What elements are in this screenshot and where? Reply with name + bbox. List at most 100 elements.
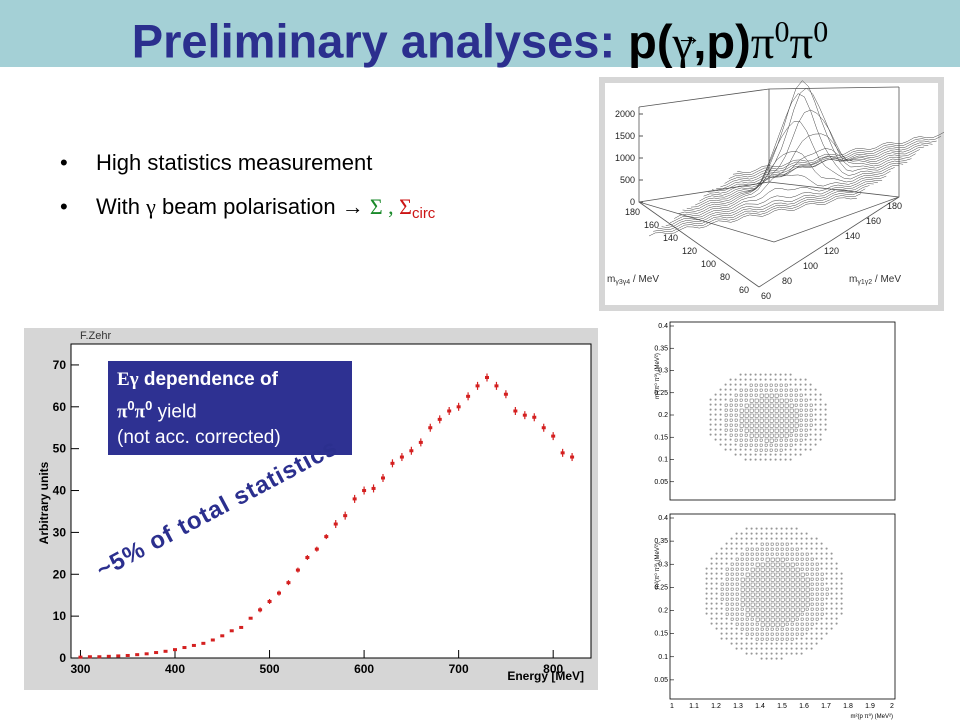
lego-row (690, 93, 899, 208)
lego-z-tick-label: 2000 (615, 109, 635, 119)
bullet-text: With γ beam polarisation → Σ , Σcirc (96, 192, 435, 229)
lego-row (716, 146, 925, 190)
lego-z-tick-label: 1500 (615, 131, 635, 141)
data-point (78, 655, 83, 659)
dalitz-y-tick-label: 0.3 (658, 368, 668, 375)
lego-x-tick-label: 60 (761, 291, 771, 301)
lego-y-label: mγ3γ4 / MeV (607, 274, 659, 286)
y-tick-label: 70 (53, 358, 67, 372)
data-point (475, 381, 480, 390)
dalitz-x-tick-label: 1.3 (733, 703, 743, 710)
x-tick-label: 700 (449, 662, 469, 676)
x-tick-label: 600 (354, 662, 374, 676)
y-tick-label: 10 (53, 609, 67, 623)
lego-surface (648, 80, 946, 237)
lego-y-tick-label: 160 (644, 220, 659, 230)
data-point (314, 546, 319, 552)
lego-z-ticks: 0 500 1000 1500 2000 (615, 109, 643, 207)
lego-y-tick-label: 100 (701, 259, 716, 269)
dalitz-bottom-x-ticks: 1 1.1 1.2 1.3 1.4 1.5 1.6 1.7 1.8 1.9 2 (670, 703, 894, 710)
lego-row (674, 179, 883, 219)
data-point (352, 494, 357, 503)
data-point (532, 413, 537, 422)
data-point (154, 651, 159, 655)
lego-row (720, 144, 929, 188)
dalitz-y-tick-label: 0.25 (654, 584, 668, 591)
data-points (78, 373, 575, 659)
dalitz-top-y-ticks: 0.4 0.35 0.3 0.25 0.2 0.15 0.1 0.05 (654, 323, 674, 486)
lego-row (695, 80, 904, 206)
dalitz-x-tick-label: 1.2 (711, 703, 721, 710)
dalitz-y-tick-label: 0.2 (658, 412, 668, 419)
data-point (381, 473, 385, 482)
data-point (390, 459, 395, 468)
bullet-text: High statistics measurement (96, 150, 373, 175)
lego-row (657, 188, 866, 230)
dalitz-x-tick-label: 1 (670, 703, 674, 710)
data-point (494, 381, 499, 390)
slide-title: Preliminary analyses: p(γ → ,p)π0π0 (0, 4, 960, 71)
data-point (428, 423, 433, 432)
data-point (409, 446, 414, 455)
dalitz-plots: 0.4 0.35 0.3 0.25 0.2 0.15 0.1 0.05 m²(π⁰ π⁰) (… (654, 321, 896, 720)
bullet-dot: • (60, 194, 68, 219)
data-point (191, 643, 196, 647)
pion-symbol-1: π (750, 16, 775, 69)
reaction-mid: ,p) (693, 14, 751, 68)
pion-charge-2: 0 (813, 15, 829, 48)
data-point (220, 634, 225, 638)
lego-z-tick-label: 1000 (615, 153, 635, 163)
dalitz-x-tick-label: 1.4 (755, 703, 765, 710)
data-point (447, 406, 452, 415)
sigma-circ-subscript: circ (411, 205, 436, 222)
data-point (163, 649, 168, 653)
bullet-dot: • (60, 150, 68, 175)
x-tick-label: 800 (543, 662, 563, 676)
lego-y-tick-label: 60 (739, 285, 749, 295)
annotation-line-3: (not acc. corrected) (117, 427, 281, 449)
lego-y-tick-label: 80 (720, 272, 730, 282)
data-point (239, 625, 244, 629)
data-point (362, 486, 367, 495)
lego-row (737, 131, 946, 173)
energy-symbol: E (117, 369, 130, 390)
annotation-box: Eγ dependence of π0π0 yield (not acc. co… (108, 361, 352, 455)
lego-frame (638, 86, 900, 288)
dalitz-y-tick-label: 0.1 (658, 457, 668, 464)
data-point (560, 448, 565, 457)
pion-charge: 0 (145, 398, 153, 413)
data-point (210, 638, 215, 642)
pion-charge: 0 (127, 398, 135, 413)
pion-symbol-2: π (789, 16, 814, 69)
data-point (456, 402, 461, 411)
gamma-symbol: γ (146, 194, 156, 219)
x-ticks: 300 400 500 600 700 800 (70, 650, 564, 676)
lego-x-tick-label: 140 (845, 231, 860, 241)
lego-row (669, 181, 878, 224)
lego-x-label: mγ1γ2 / MeV (849, 274, 901, 286)
dalitz-y-tick-label: 0.4 (658, 515, 668, 522)
sigma-circ-symbol: Σ (399, 194, 412, 219)
lego-row (648, 197, 857, 237)
annotation-text: dependence of (138, 369, 278, 390)
lego-row (661, 185, 870, 228)
data-point (295, 567, 300, 573)
data-point (503, 390, 508, 399)
lego-y-ticks: 180 160 140 120 100 80 60 (625, 207, 749, 295)
reaction-prefix: p( (628, 14, 673, 68)
y-tick-label: 30 (53, 525, 67, 539)
bullet-prefix: With (96, 194, 147, 219)
dalitz-x-label: m²(p π⁰) (MeV²) (850, 713, 893, 720)
dalitz-x-tick-label: 1.9 (865, 703, 875, 710)
lego-x-ticks: 60 80 100 120 140 160 180 (761, 201, 902, 301)
dalitz-y-tick-label: 0.2 (658, 608, 668, 615)
dalitz-y-tick-label: 0.15 (654, 434, 668, 441)
data-point (258, 607, 263, 613)
dalitz-top-points (709, 373, 827, 461)
data-point (513, 406, 518, 415)
data-point (144, 652, 149, 656)
data-point (343, 511, 348, 520)
annotation-line-2: π0π0 yield (117, 393, 352, 425)
data-point (551, 432, 556, 441)
x-tick-label: 300 (70, 662, 90, 676)
